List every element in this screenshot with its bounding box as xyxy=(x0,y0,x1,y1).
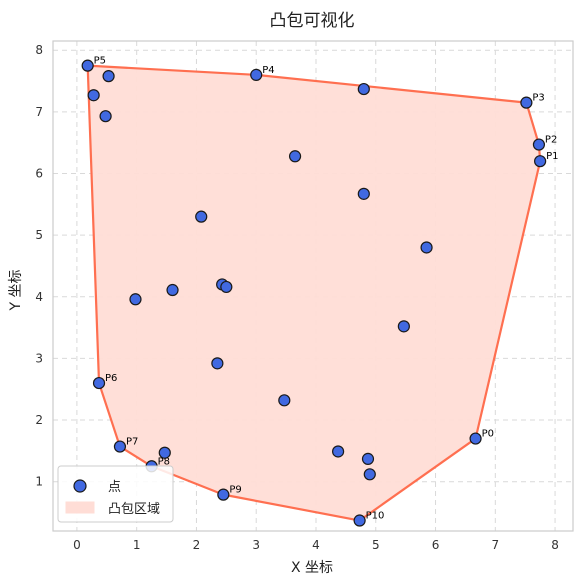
x-axis-title: X 坐标 xyxy=(291,560,333,576)
scatter-point xyxy=(250,68,263,81)
scatter-point xyxy=(332,445,345,458)
x-tick-label: 2 xyxy=(193,538,201,552)
scatter-point xyxy=(353,514,366,527)
chart-title: 凸包可视化 xyxy=(270,11,355,31)
hull-vertex-label: P5 xyxy=(94,56,106,67)
y-tick-label: 4 xyxy=(35,290,43,304)
hull-area xyxy=(87,65,541,521)
scatter-point xyxy=(278,394,291,407)
scatter-point xyxy=(532,138,546,151)
scatter-point xyxy=(520,96,533,109)
hull-vertex-label: P4 xyxy=(262,65,274,76)
scatter-point xyxy=(361,452,375,465)
points-layer xyxy=(81,59,547,527)
scatter-point xyxy=(469,432,482,445)
scatter-point xyxy=(220,280,233,294)
x-tick-label: 5 xyxy=(372,538,380,552)
scatter-point xyxy=(420,241,433,254)
x-tick-label: 1 xyxy=(133,538,141,552)
y-tick-label: 5 xyxy=(35,228,43,242)
legend-area-marker xyxy=(65,501,95,514)
legend-area-label: 凸包区域 xyxy=(108,502,160,517)
hull-vertex-label: P9 xyxy=(229,485,241,496)
y-tick-label: 2 xyxy=(35,413,43,427)
hull-vertex-label: P2 xyxy=(545,135,557,146)
hull-vertex-label: P1 xyxy=(546,151,558,162)
x-tick-label: 8 xyxy=(551,538,559,552)
scatter-point xyxy=(113,440,127,453)
y-tick-labels: 1 2 3 4 5 6 7 8 xyxy=(35,43,43,488)
scatter-point xyxy=(102,70,115,83)
scatter-point xyxy=(363,468,376,481)
hull-vertex-label: P10 xyxy=(366,511,385,522)
scatter-point xyxy=(211,357,224,370)
y-tick-label: 8 xyxy=(35,43,43,57)
scatter-point xyxy=(81,59,94,72)
scatter-point xyxy=(357,82,370,96)
scatter-point xyxy=(166,283,179,297)
hull-layer xyxy=(86,64,542,522)
y-tick-label: 1 xyxy=(35,475,43,489)
x-tick-label: 6 xyxy=(432,538,440,552)
hull-labels-layer: P0 P1 P2 P3 P4 P5 P6 P7 P8 P9 P10 xyxy=(94,56,559,522)
x-tick-label: 4 xyxy=(312,538,320,552)
y-tick-label: 7 xyxy=(35,105,43,119)
hull-vertex-label: P7 xyxy=(126,437,138,448)
legend-point-marker xyxy=(73,479,87,493)
scatter-point xyxy=(158,446,171,459)
hull-vertex-label: P0 xyxy=(482,429,494,440)
x-tick-label: 7 xyxy=(491,538,499,552)
scatter-point xyxy=(217,488,230,501)
x-tick-label: 0 xyxy=(73,538,81,552)
scatter-point xyxy=(534,155,547,168)
hull-vertex-label: P3 xyxy=(532,93,544,104)
scatter-point xyxy=(397,320,410,333)
scatter-point xyxy=(195,210,208,223)
scatter-point xyxy=(87,89,100,102)
y-tick-label: 3 xyxy=(35,351,43,365)
scatter-point xyxy=(129,293,142,306)
x-tick-label: 3 xyxy=(252,538,260,552)
scatter-point xyxy=(288,150,302,163)
x-tick-labels: 0 1 2 3 4 5 6 7 8 xyxy=(73,538,559,552)
hull-vertex-label: P8 xyxy=(158,456,170,467)
scatter-point xyxy=(99,110,112,123)
scatter-point xyxy=(357,187,370,200)
legend-point-label: 点 xyxy=(108,480,121,495)
y-axis-title: Y 坐标 xyxy=(8,269,24,311)
y-tick-label: 6 xyxy=(35,167,43,181)
legend: 点 凸包区域 xyxy=(57,465,174,523)
plot-frame xyxy=(52,40,574,532)
hull-vertex-label: P6 xyxy=(105,373,117,384)
scatter-point xyxy=(92,376,106,390)
